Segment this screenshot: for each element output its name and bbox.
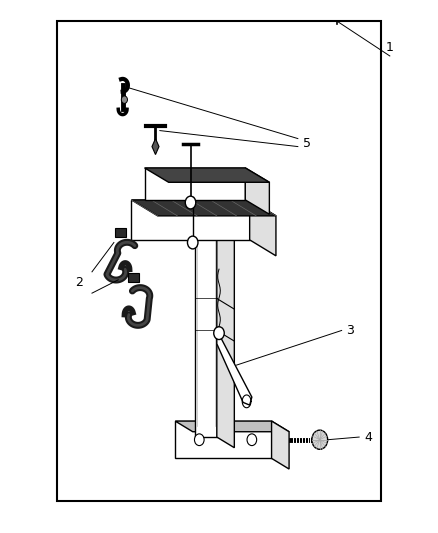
Text: 4: 4 <box>364 431 372 443</box>
Polygon shape <box>145 168 269 182</box>
Polygon shape <box>145 168 245 200</box>
Polygon shape <box>175 421 272 458</box>
Polygon shape <box>152 139 159 155</box>
Text: 3: 3 <box>346 324 354 337</box>
Polygon shape <box>115 228 126 237</box>
Polygon shape <box>131 200 250 240</box>
Bar <box>57 21 381 501</box>
Polygon shape <box>175 421 289 432</box>
Text: 5: 5 <box>303 138 311 150</box>
Circle shape <box>194 434 204 446</box>
Polygon shape <box>272 421 289 469</box>
Polygon shape <box>217 187 234 448</box>
Circle shape <box>121 96 127 103</box>
Circle shape <box>185 196 196 209</box>
Polygon shape <box>245 168 269 214</box>
Circle shape <box>214 327 224 340</box>
Circle shape <box>312 430 328 449</box>
Text: 2: 2 <box>75 276 83 289</box>
Polygon shape <box>250 200 276 256</box>
Polygon shape <box>217 338 252 405</box>
Circle shape <box>247 434 257 446</box>
Polygon shape <box>131 200 276 216</box>
Circle shape <box>187 236 198 249</box>
Polygon shape <box>128 273 139 282</box>
Polygon shape <box>195 187 217 437</box>
Text: 1: 1 <box>386 42 394 54</box>
